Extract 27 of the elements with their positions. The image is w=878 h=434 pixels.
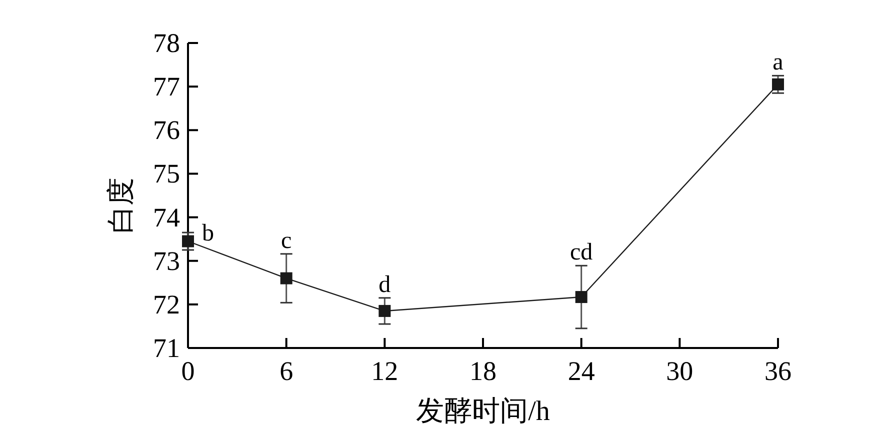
x-axis-title: 发酵时间/h <box>416 396 550 427</box>
point <box>182 235 194 248</box>
x-tick-label: 6 <box>280 356 294 386</box>
x-tick-label: 12 <box>371 356 398 386</box>
x-tick-label: 18 <box>470 356 496 386</box>
point <box>772 78 784 90</box>
x-tick-label: 0 <box>181 356 195 386</box>
annotation: d <box>378 272 391 298</box>
annotation: b <box>202 220 214 247</box>
point <box>575 291 588 304</box>
y-tick-label: 73 <box>153 246 180 276</box>
point <box>378 304 391 317</box>
x-tick-label: 36 <box>764 356 792 386</box>
annotation: a <box>772 50 784 76</box>
annotation: cd <box>570 240 593 266</box>
x-tick-label: 24 <box>568 356 596 386</box>
x-tick-label: 30 <box>666 356 694 386</box>
y-tick-label: 71 <box>153 333 180 363</box>
point <box>280 272 292 284</box>
y-axis-title: 白度 <box>106 178 137 234</box>
y-tick-label: 78 <box>153 28 180 58</box>
y-tick-label: 77 <box>153 72 180 102</box>
annotation: c <box>281 228 292 254</box>
y-tick-label: 72 <box>153 289 180 320</box>
y-tick-label: 76 <box>153 115 180 146</box>
y-tick-label: 74 <box>153 202 180 232</box>
y-tick-label: 75 <box>153 158 180 189</box>
